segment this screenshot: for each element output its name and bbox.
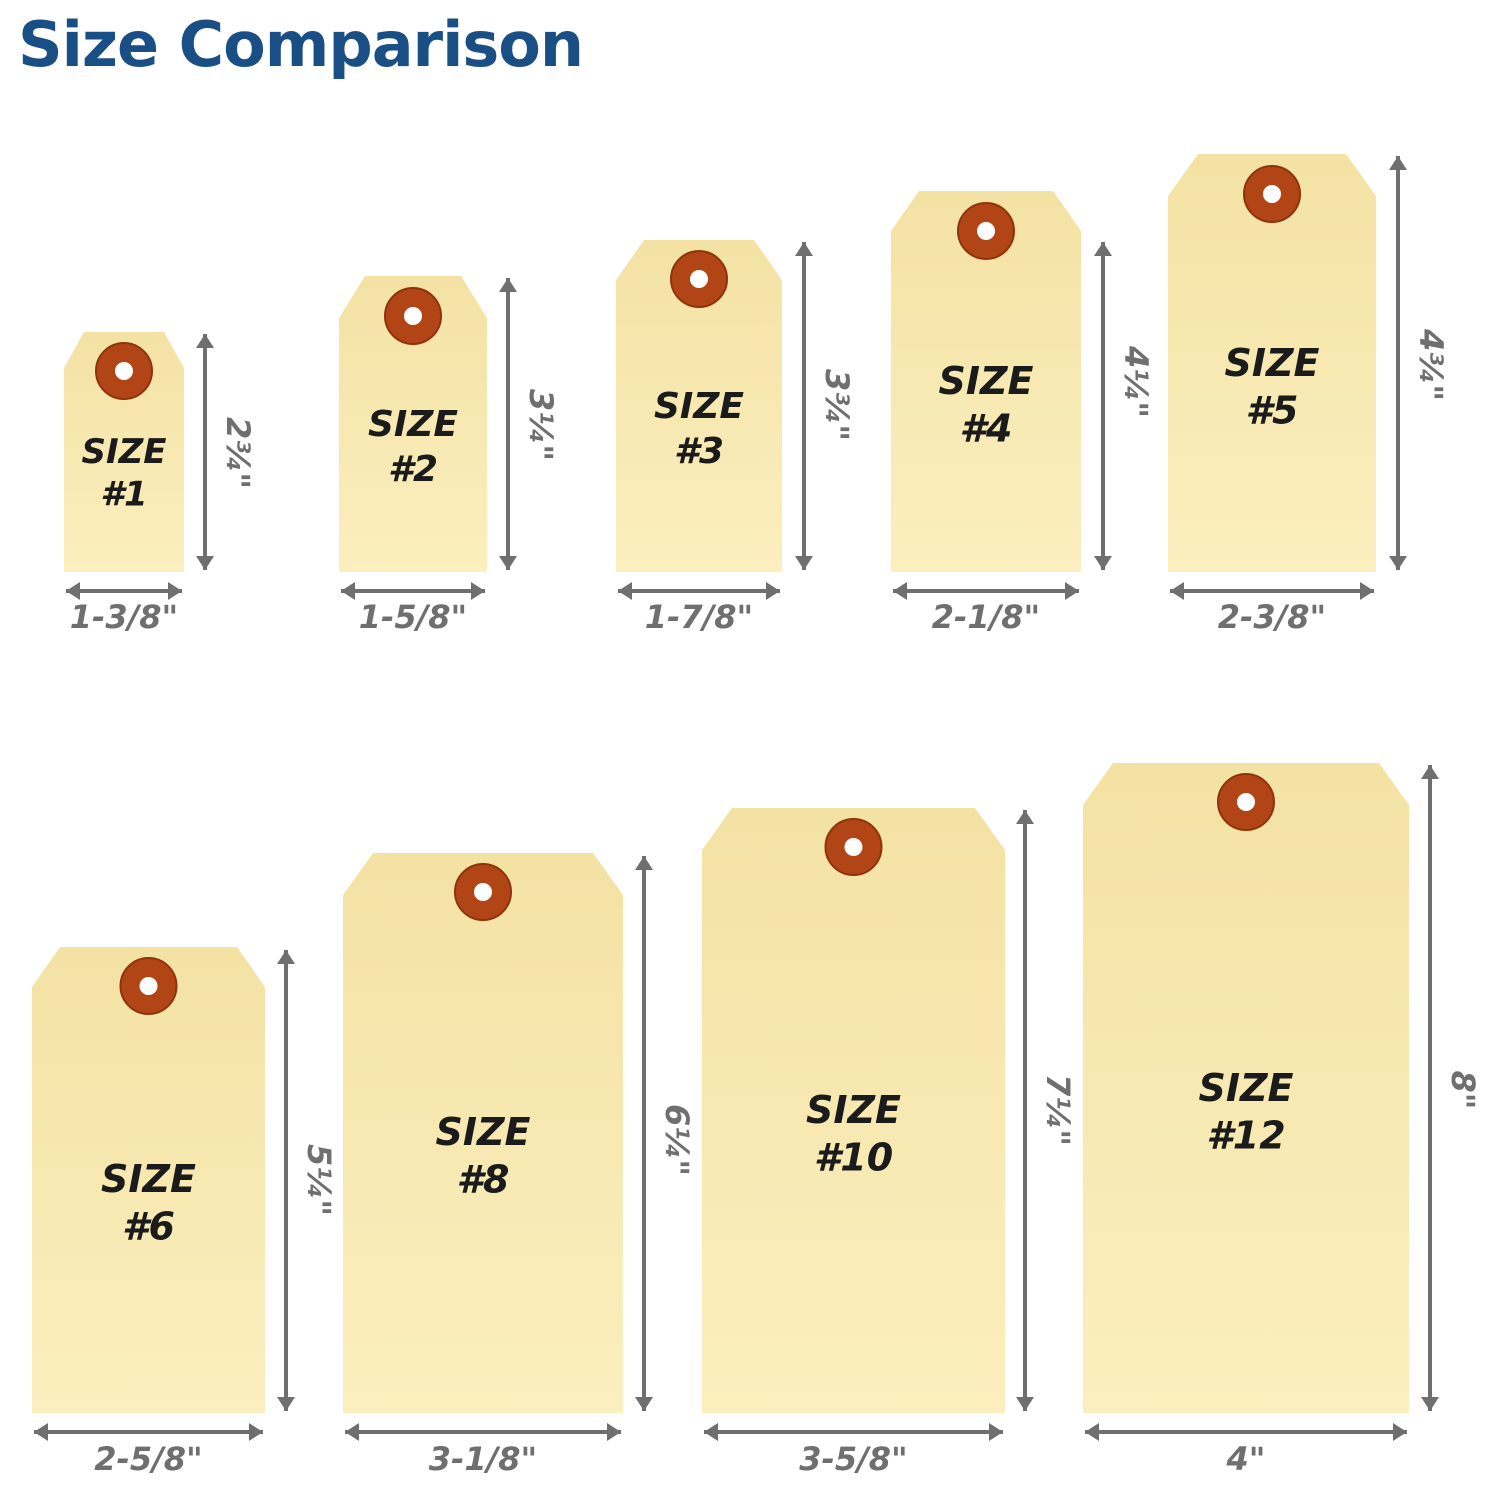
width-arrow bbox=[618, 582, 780, 600]
height-arrow bbox=[1389, 156, 1407, 570]
tag-size-number: #8 bbox=[457, 1158, 510, 1202]
tag-body bbox=[343, 853, 623, 1413]
tag-size-8: SIZE#8 3-1/8" 6¼" bbox=[343, 853, 696, 1478]
tag-size-number: #5 bbox=[1246, 389, 1299, 433]
width-arrow bbox=[1170, 582, 1374, 600]
width-label: 3-5/8" bbox=[799, 1440, 907, 1478]
width-arrow bbox=[704, 1423, 1003, 1441]
height-label: 7¼" bbox=[1039, 1074, 1077, 1146]
width-label: 4" bbox=[1226, 1440, 1266, 1478]
height-arrow bbox=[635, 856, 653, 1411]
tag-size-word: SIZE bbox=[1224, 341, 1319, 385]
tag-size-2: SIZE#2 1-5/8" 3¼" bbox=[339, 276, 560, 636]
tag-size-word: SIZE bbox=[1198, 1066, 1293, 1110]
height-arrow bbox=[277, 950, 295, 1411]
tag-body bbox=[64, 332, 184, 572]
tag-size-word: SIZE bbox=[938, 359, 1033, 403]
width-label: 2-5/8" bbox=[94, 1440, 202, 1478]
tag-size-word: SIZE bbox=[806, 1088, 901, 1132]
width-arrow bbox=[345, 1423, 621, 1441]
tag-body bbox=[339, 276, 487, 572]
grommet-icon bbox=[957, 202, 1015, 260]
height-label: 6¼" bbox=[658, 1104, 696, 1176]
grommet-icon bbox=[670, 250, 728, 308]
tag-size-3: SIZE#3 1-7/8" 3¾" bbox=[616, 240, 856, 636]
grommet-icon bbox=[119, 957, 178, 1015]
tags-layer: SIZE#11-3/8"2¾" SIZE#21-5/8"3¼" SIZE#31-7/… bbox=[32, 154, 1482, 1478]
tag-body bbox=[702, 808, 1005, 1413]
height-label: 4¼" bbox=[1117, 345, 1155, 418]
height-label: 3¼" bbox=[522, 389, 560, 461]
height-label: 2¾" bbox=[219, 417, 257, 489]
tag-size-1: SIZE#1 1-3/8" 2¾" bbox=[64, 332, 257, 636]
height-arrow bbox=[1094, 242, 1112, 570]
tag-body bbox=[32, 947, 265, 1413]
tag-body bbox=[891, 191, 1081, 572]
tag-body bbox=[1168, 154, 1376, 572]
tag-size-number: #4 bbox=[960, 407, 1013, 451]
height-label: 4¾" bbox=[1412, 328, 1450, 401]
tag-size-word: SIZE bbox=[654, 386, 744, 427]
height-label: 5¼" bbox=[300, 1144, 338, 1216]
tag-size-6: SIZE#6 2-5/8" 5¼" bbox=[32, 947, 338, 1478]
width-label: 2-1/8" bbox=[932, 598, 1040, 636]
tag-size-10: SIZE#10 3-5/8" 7¼" bbox=[702, 808, 1077, 1478]
tag-size-word: SIZE bbox=[81, 432, 166, 472]
width-arrow bbox=[341, 582, 485, 600]
height-arrow bbox=[196, 334, 214, 570]
page-title: Size Comparison bbox=[18, 8, 584, 81]
width-label: 1-5/8" bbox=[359, 598, 467, 636]
width-label: 2-3/8" bbox=[1218, 598, 1326, 636]
width-label: 3-1/8" bbox=[429, 1440, 537, 1478]
width-arrow bbox=[34, 1423, 263, 1441]
tag-size-4: SIZE#4 2-1/8" 4¼" bbox=[891, 191, 1155, 636]
grommet-icon bbox=[95, 342, 153, 400]
grommet-icon bbox=[1217, 773, 1275, 831]
height-arrow bbox=[499, 278, 517, 570]
height-label: 3¾" bbox=[818, 369, 856, 441]
height-arrow bbox=[1016, 810, 1034, 1411]
width-label: 1-7/8" bbox=[645, 598, 753, 636]
width-label: 1-3/8" bbox=[70, 598, 178, 636]
tag-size-number: #6 bbox=[122, 1205, 175, 1249]
grommet-icon bbox=[384, 287, 442, 345]
tag-body bbox=[1083, 763, 1409, 1413]
tag-size-12: SIZE#12 4" 8" bbox=[1083, 763, 1482, 1478]
width-arrow bbox=[66, 582, 182, 600]
height-arrow bbox=[795, 242, 813, 570]
tag-size-number: #10 bbox=[814, 1136, 893, 1180]
tag-size-number: #12 bbox=[1206, 1114, 1285, 1158]
tag-body bbox=[616, 240, 782, 572]
height-arrow bbox=[1421, 765, 1439, 1411]
tag-size-word: SIZE bbox=[435, 1110, 530, 1154]
tag-size-number: #2 bbox=[388, 449, 438, 490]
grommet-icon bbox=[454, 863, 512, 921]
tag-size-number: #1 bbox=[100, 475, 147, 515]
grommet-icon bbox=[824, 818, 883, 876]
tag-size-number: #3 bbox=[674, 431, 724, 472]
width-arrow bbox=[1085, 1423, 1407, 1441]
tag-size-word: SIZE bbox=[101, 1157, 196, 1201]
grommet-icon bbox=[1243, 165, 1301, 223]
tag-size-word: SIZE bbox=[368, 404, 458, 445]
width-arrow bbox=[893, 582, 1079, 600]
height-label: 8" bbox=[1444, 1071, 1482, 1110]
tag-size-5: SIZE#5 2-3/8" 4¾" bbox=[1168, 154, 1450, 636]
